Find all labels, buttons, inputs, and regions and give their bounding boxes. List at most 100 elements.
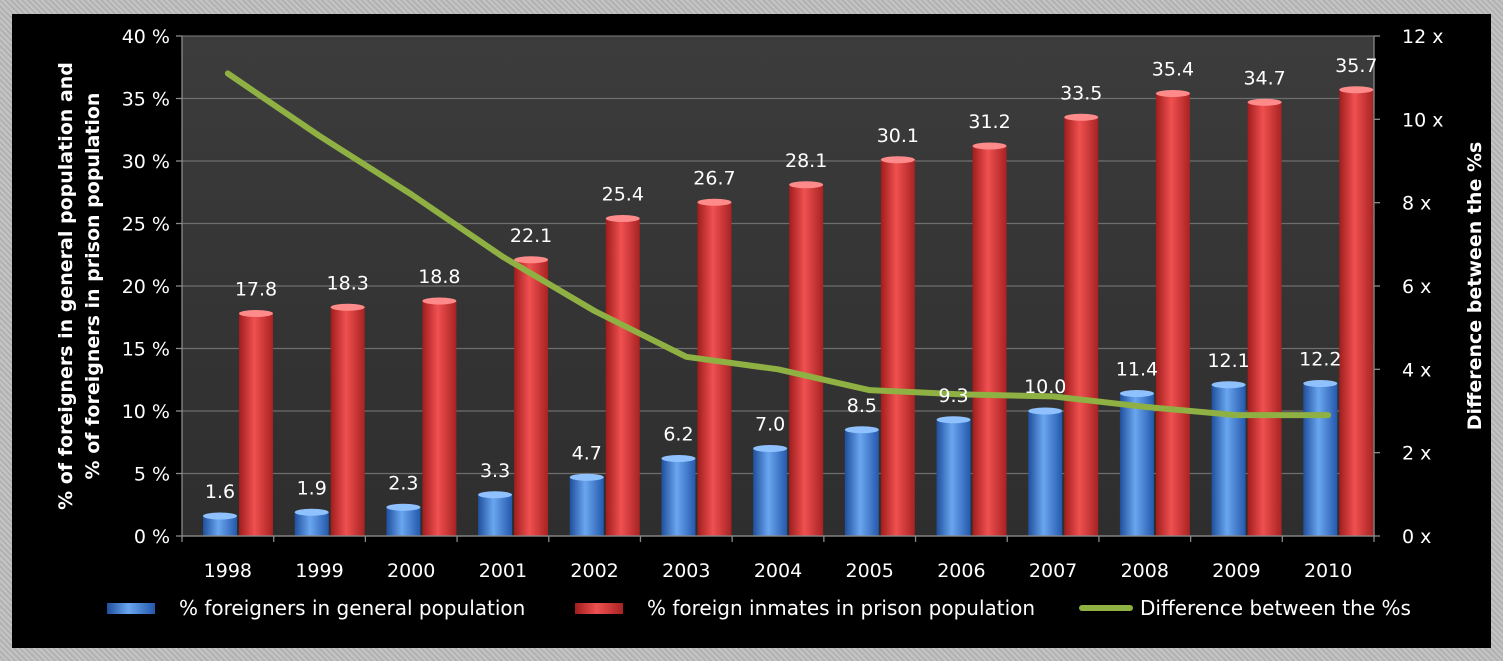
legend-swatch-blue [107,603,155,614]
x-tick-label: 2004 [754,560,802,582]
x-tick-label: 2003 [662,560,710,582]
right-tick-label: 8 x [1402,193,1431,215]
x-tick-label: 2002 [570,560,618,582]
data-label-prison-population: 33.5 [1060,82,1102,104]
data-label-general-population: 1.6 [205,481,235,503]
left-tick-label: 0 % [134,526,170,548]
x-tick-label: 1999 [295,560,343,582]
bar-general-population [936,419,971,536]
bar-general-population [1028,411,1063,536]
left-tick-label: 15 % [122,339,170,361]
bars [203,86,1374,536]
right-tick-label: 2 x [1402,443,1431,465]
line-series [224,70,1332,419]
bar-prison-population-top [1155,90,1190,97]
data-labels: 1.6 1.9 2.3 3.3 4.7 6.2 7.0 8.5 9.3 10.0 11.4 12.1 1… [205,55,1378,503]
bar-general-population [569,477,604,536]
bar-prison-population [1247,102,1282,536]
bar-general-population [1303,383,1338,536]
x-tick-label: 2007 [1029,560,1077,582]
bar-general-population-top [1211,381,1246,389]
right-axis-title: Difference between the %s [1464,142,1486,431]
line-difference [224,70,1332,419]
bar-general-population-top [1028,407,1063,415]
legend: % foreigners in general population % for… [107,596,1411,620]
bar-prison-population-top [605,215,640,222]
bar-prison-population [1339,89,1374,536]
bar-general-population [753,448,788,536]
bar-general-population-top [569,473,604,481]
bar-general-population [661,458,696,536]
bar-prison-population [330,307,365,536]
x-tick-label: 2006 [937,560,985,582]
right-tick-label: 0 x [1402,526,1431,548]
axes: 0 % 5 % 10 % 15 % 20 % 25 % 30 % 35 % 40 % 0 x 2 x… [122,26,1444,582]
bar-prison-population-top [789,181,824,189]
x-tick-label: 2008 [1121,560,1169,582]
x-tick-label: 2009 [1212,560,1260,582]
data-label-prison-population: 31.2 [968,111,1010,133]
bar-general-population-top [936,416,971,424]
data-label-prison-population: 18.3 [327,272,369,294]
bar-general-population [844,429,879,536]
bar-general-population-top [1303,380,1338,387]
bar-prison-population-top [1064,113,1099,121]
bar-prison-population-top [239,310,273,317]
data-label-prison-population: 35.4 [1152,59,1194,81]
x-tick-label: 2000 [387,560,435,582]
bar-prison-population-top [514,256,549,264]
left-tick-label: 40 % [122,26,170,48]
bar-general-population [478,494,513,536]
bar-general-population [1119,393,1154,536]
bar-prison-population [422,301,457,536]
data-label-general-population: 7.0 [755,414,785,436]
right-tick-label: 10 x [1402,109,1443,131]
data-label-prison-population: 35.7 [1335,55,1377,77]
bar-prison-population-top [880,156,915,164]
left-tick-label: 10 % [122,401,170,423]
bar-prison-population [697,202,732,536]
chart-svg: 0 % 5 % 10 % 15 % 20 % 25 % 30 % 35 % 40 % 0 x 2 x… [55,26,1486,620]
bar-prison-population-top [330,303,365,311]
data-label-general-population: 3.3 [480,460,510,482]
data-label-general-population: 4.7 [572,442,602,464]
data-label-general-population: 8.5 [847,395,877,417]
bar-general-population-top [478,491,513,499]
bar-prison-population [1155,93,1190,536]
data-label-general-population: 12.2 [1299,349,1341,371]
right-tick-label: 6 x [1402,276,1431,298]
bar-general-population-top [294,508,329,516]
bar-prison-population-top [1339,86,1374,94]
data-label-prison-population: 28.1 [785,150,827,172]
legend-label-difference: Difference between the %s [1140,596,1411,620]
left-tick-label: 20 % [122,276,170,298]
data-label-general-population: 1.9 [297,477,327,499]
data-label-prison-population: 26.7 [693,167,735,189]
bar-prison-population [1064,117,1099,536]
left-tick-label: 30 % [122,151,170,173]
data-label-prison-population: 17.8 [235,279,277,301]
data-label-prison-population: 30.1 [877,125,919,147]
left-axis-title-line2: % of foreigners in prison population [82,93,104,480]
data-label-general-population: 6.2 [663,424,693,446]
data-label-prison-population: 25.4 [602,184,644,206]
data-label-general-population: 2.3 [388,472,418,494]
bar-general-population [1211,384,1246,536]
bar-prison-population [880,159,915,536]
bar-prison-population [514,259,549,536]
legend-swatch-red [575,603,623,614]
bar-general-population-top [203,512,237,520]
bar-prison-population [789,184,824,536]
bar-prison-population-top [1247,98,1282,106]
bar-general-population [294,512,329,536]
data-label-general-population: 9.3 [938,385,968,407]
data-label-general-population: 12.1 [1207,350,1249,372]
bar-general-population-top [844,426,879,434]
data-label-prison-population: 34.7 [1243,67,1285,89]
bar-prison-population [239,313,273,536]
left-tick-label: 25 % [122,214,170,236]
bar-general-population [203,516,237,536]
bar-prison-population-top [422,297,457,305]
x-tick-label: 2005 [846,560,894,582]
